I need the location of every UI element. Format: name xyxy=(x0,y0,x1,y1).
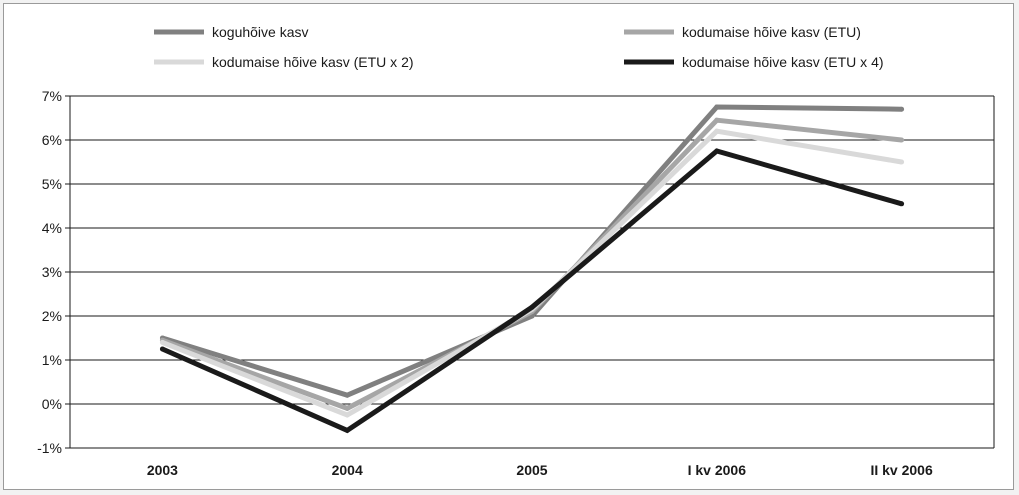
y-tick-label: 3% xyxy=(42,264,62,280)
legend-label: kodumaise hõive kasv (ETU) xyxy=(682,24,861,40)
data-point xyxy=(714,104,720,110)
y-tick-label: 2% xyxy=(42,308,62,324)
line-chart: koguhõive kasv kodumaise hõive kasv (ETU)… xyxy=(37,24,995,478)
data-point xyxy=(714,148,720,154)
y-tick-label: 7% xyxy=(42,88,62,104)
series-line-1 xyxy=(161,104,902,398)
y-tick-label: 5% xyxy=(42,176,62,192)
legend: koguhõive kasv kodumaise hõive kasv (ETU)… xyxy=(154,24,884,70)
legend-label: kodumaise hõive kasv (ETU x 4) xyxy=(682,54,884,70)
series-line-2 xyxy=(161,117,902,412)
x-tick-label: 2004 xyxy=(332,462,363,478)
x-tick-label: I kv 2006 xyxy=(688,462,747,478)
x-tick-label: 2003 xyxy=(147,462,178,478)
data-point xyxy=(899,201,905,207)
x-tick-label: II kv 2006 xyxy=(870,462,932,478)
y-tick-label: 1% xyxy=(42,352,62,368)
data-point xyxy=(344,412,350,418)
x-tick-label: 2005 xyxy=(516,462,547,478)
data-point xyxy=(899,106,905,112)
data-point xyxy=(714,128,720,134)
data-point xyxy=(899,159,905,165)
y-tick-label: -1% xyxy=(37,440,62,456)
data-point xyxy=(714,117,720,123)
legend-label: kodumaise hõive kasv (ETU x 2) xyxy=(212,54,414,70)
data-point xyxy=(529,304,535,310)
legend-label: koguhõive kasv xyxy=(212,24,309,40)
series-lines xyxy=(159,104,905,434)
y-axis-ticks: -1% 0% 1% 2% 3% 4% 5% 6% 7% xyxy=(37,88,62,456)
chart-frame: koguhõive kasv kodumaise hõive kasv (ETU)… xyxy=(3,3,1014,490)
y-tick-label: 4% xyxy=(42,220,62,236)
data-point xyxy=(159,339,165,345)
x-axis-ticks: 2003 2004 2005 I kv 2006 II kv 2006 xyxy=(147,462,933,478)
data-point xyxy=(899,137,905,143)
data-point xyxy=(344,427,350,433)
data-point xyxy=(159,346,165,352)
y-tick-label: 0% xyxy=(42,396,62,412)
gridlines xyxy=(65,95,995,449)
y-tick-label: 6% xyxy=(42,132,62,148)
data-point xyxy=(344,392,350,398)
data-point xyxy=(344,405,350,411)
